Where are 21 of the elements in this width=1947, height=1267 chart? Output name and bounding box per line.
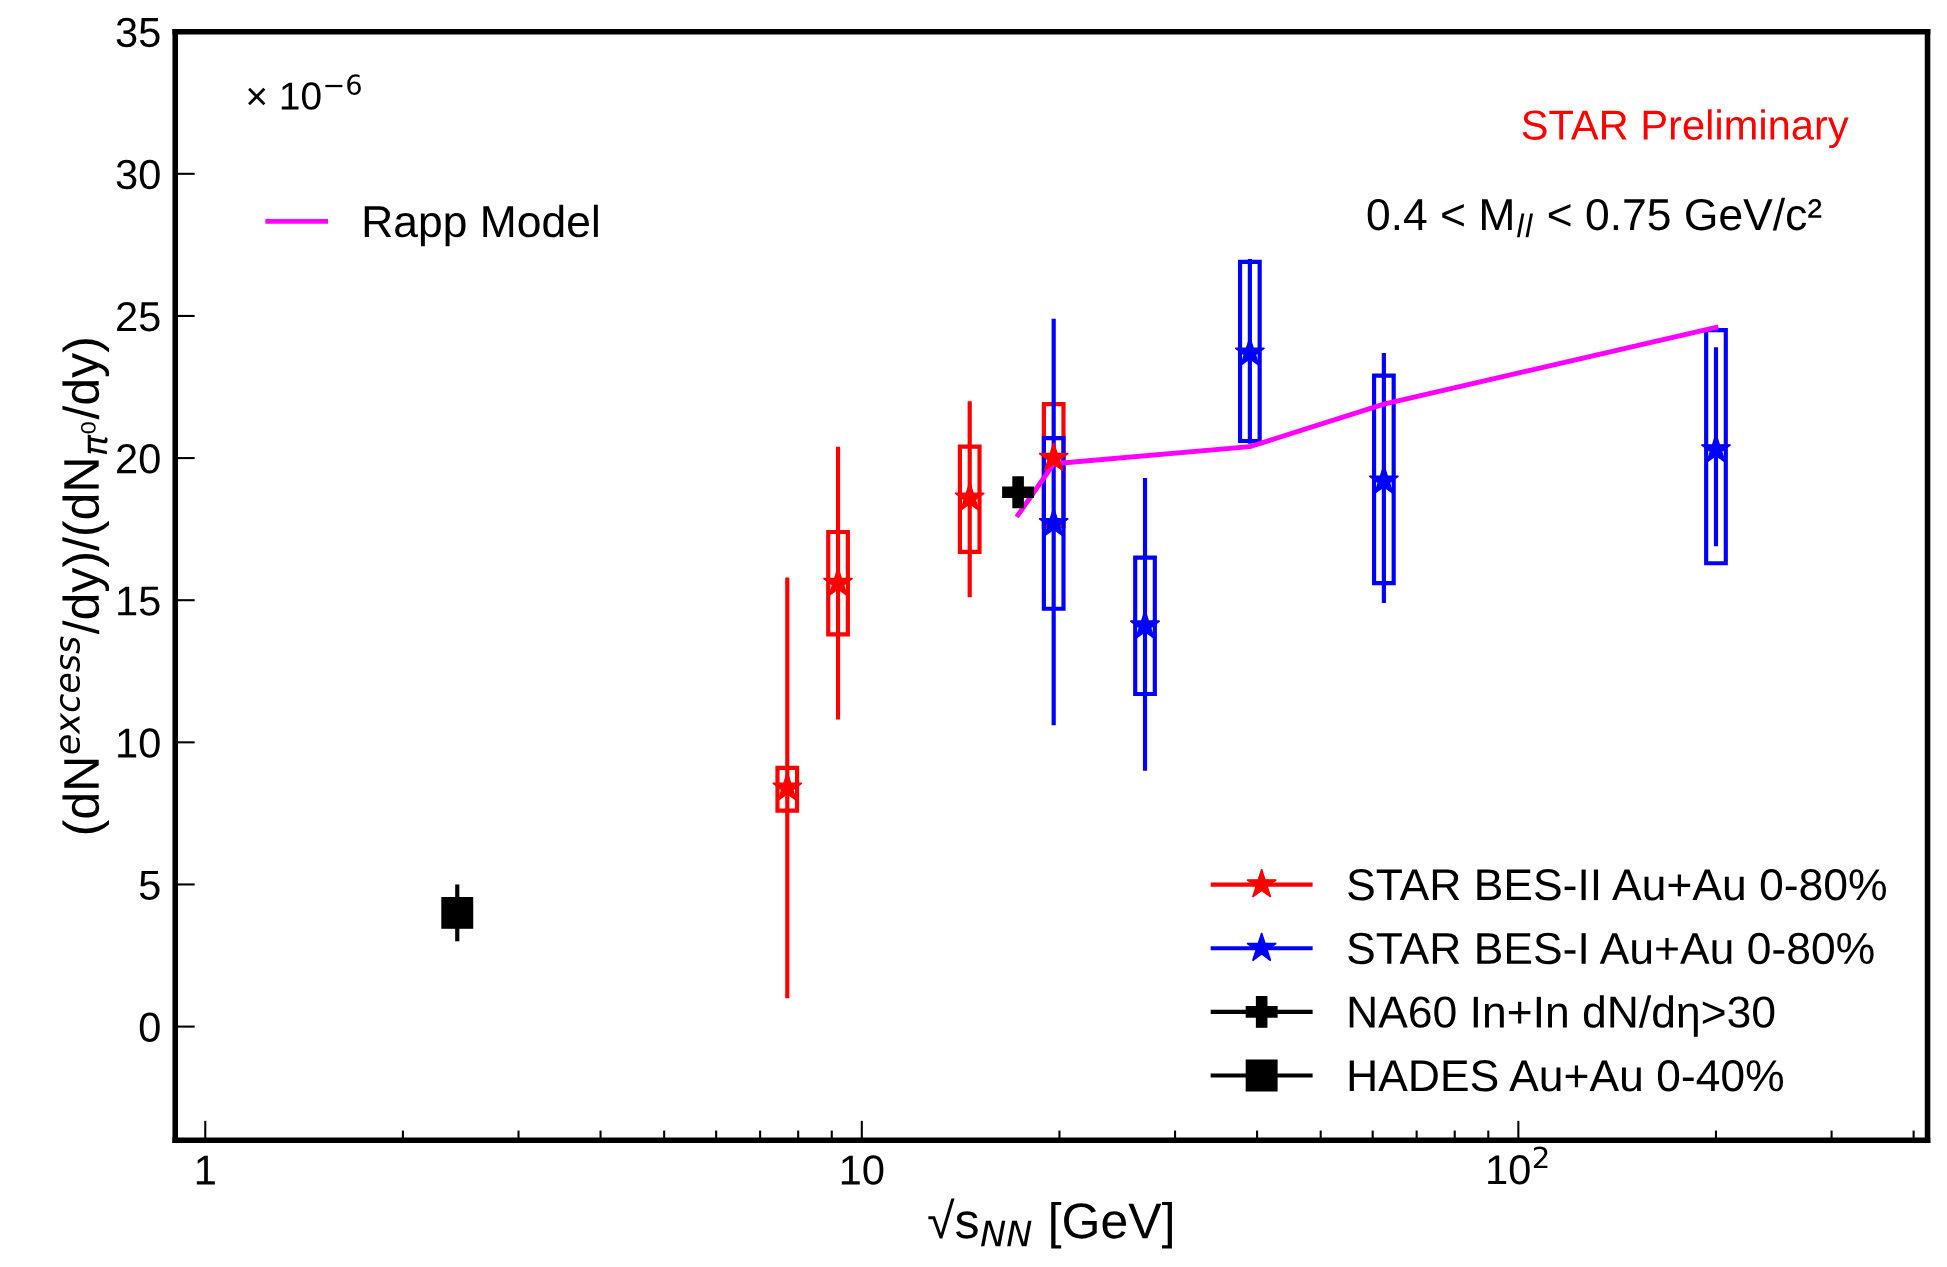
legend-label: HADES Au+Au 0-40% [1349,1060,1784,1092]
y-tick-label: 25 [117,301,160,332]
x-tick-label: 1 [196,1155,215,1185]
legend-label: NA60 In+In dN/dη>30 [1349,995,1775,1037]
legend-label: Rapp Model [364,204,598,247]
y-axis-title: (dN$^{excess}$/dy)/(dN$_{π⁰}$/dy) [59,339,110,834]
x-tick-label: 10$^{2}$ [1488,1146,1548,1185]
annotation: 0.4 < M$_{ll}$ < 0.75 GeV/c² [1367,197,1822,238]
y-tick-label: 30 [116,159,160,190]
x-tick-label: 10 [841,1155,884,1185]
x-axis-title: √s$_{NN}$ [GeV] [928,1198,1172,1249]
y-tick-label: 15 [118,586,160,616]
legend-label: STAR BES-II Au+Au 0-80% [1348,869,1886,901]
legend-label: STAR BES-I Au+Au 0-80% [1348,932,1874,965]
y-tick-label: 20 [117,444,160,474]
y-tick-label: 35 [116,17,160,48]
y-tick-label: 0 [139,1012,160,1043]
y-tick-label: 5 [139,870,160,900]
annotation: × 10$^{−6}$ [248,74,361,110]
y-tick-label: 10 [118,728,160,758]
annotation: STAR Preliminary [1522,109,1849,149]
